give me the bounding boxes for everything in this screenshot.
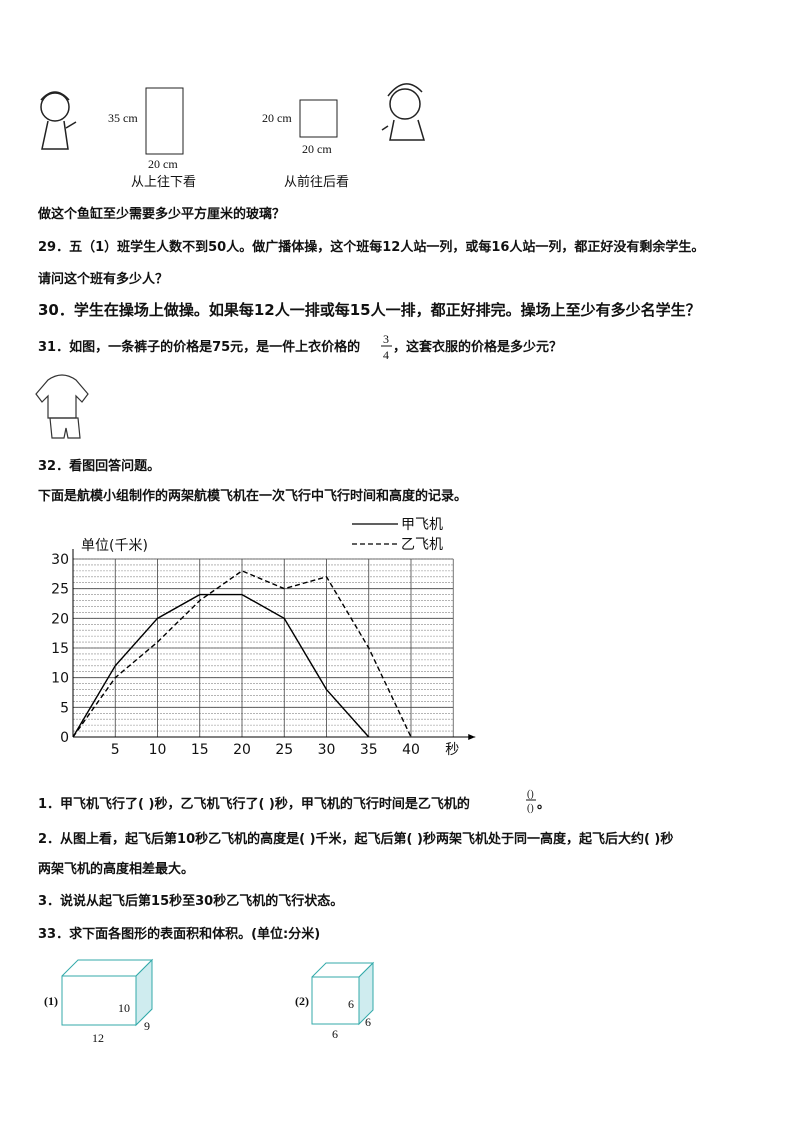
caption: 从前往后看 <box>284 174 349 190</box>
y-tick-label: 30 <box>51 552 69 568</box>
question: 33．求下面各图形的表面积和体积。(单位:分米) <box>38 926 320 942</box>
dimension: 12 <box>92 1031 104 1045</box>
x-tick-label: 5 <box>111 742 120 758</box>
question: 32．看图回答问题。 <box>38 458 160 474</box>
question: 请问这个班有多少人？ <box>38 271 168 287</box>
cube <box>311 961 375 1026</box>
x-tick-label: 20 <box>233 742 251 758</box>
rect-top-view <box>145 87 184 155</box>
question: 两架飞机的高度相差最大。 <box>38 861 194 877</box>
y-tick-label: 15 <box>51 641 69 657</box>
y-axis-label: 单位(千米) <box>81 538 148 554</box>
x-tick-label: 30 <box>318 742 336 758</box>
y-tick-label: 25 <box>51 582 69 598</box>
x-tick-label: 15 <box>191 742 209 758</box>
dimension: 6 <box>332 1027 338 1041</box>
y-tick-label: 0 <box>60 730 69 746</box>
question: 。 <box>537 797 550 812</box>
dimension: 6 <box>348 997 354 1011</box>
question: ，这套衣服的价格是多少元？ <box>393 339 562 355</box>
question: 30．学生在操场上做操。如果每12人一排或每15人一排，都正好排完。操场上至少有… <box>38 301 701 319</box>
clothes-icon <box>35 374 89 439</box>
series-line <box>72 593 370 738</box>
question: 3．说说从起飞后第15秒至30秒乙飞机的飞行状态。 <box>38 893 343 909</box>
figure-label: (2) <box>295 994 309 1008</box>
x-tick-label: 40 <box>402 742 420 758</box>
square-front-view <box>299 99 338 138</box>
question: 做这个鱼缸至少需要多少平方厘米的玻璃？ <box>37 206 285 222</box>
legend-label: 甲飞机 <box>401 517 443 533</box>
label: 20 cm <box>302 142 332 156</box>
dimension: 6 <box>365 1015 371 1029</box>
dimension: 10 <box>118 1001 130 1015</box>
series-line <box>72 570 412 738</box>
question: 29．五（1）班学生人数不到50人。做广播体操，这个班每12人站一列，或每16人… <box>38 239 704 255</box>
cuboid <box>61 958 154 1027</box>
legend-label: 乙飞机 <box>401 537 443 553</box>
boy-left <box>40 91 77 150</box>
x-tick-label: 25 <box>275 742 293 758</box>
label: 20 cm <box>148 157 178 171</box>
caption: 从上往下看 <box>131 174 196 190</box>
figure-label: (1) <box>44 994 58 1008</box>
y-tick-label: 5 <box>60 700 69 716</box>
question: 下面是航模小组制作的两架航模飞机在一次飞行中飞行时间和高度的记录。 <box>38 488 467 504</box>
fraction-num: () <box>527 789 534 800</box>
dimension: 9 <box>144 1019 150 1033</box>
fraction-den: 4 <box>383 348 389 362</box>
question: 1．甲飞机飞行了( )秒，乙飞机飞行了( )秒，甲飞机的飞行时间是乙飞机的 <box>38 796 470 812</box>
label: 35 cm <box>108 111 138 125</box>
question: 2．从图上看，起飞后第10秒乙飞机的高度是( )千米，起飞后第( )秒两架飞机处… <box>38 831 673 847</box>
x-tick-label: 35 <box>360 742 378 758</box>
question: 31．如图，一条裤子的价格是75元，是一件上衣价格的 <box>38 339 360 355</box>
x-tick-label: 10 <box>149 742 167 758</box>
boy-right <box>381 83 426 141</box>
y-tick-label: 20 <box>51 611 69 627</box>
x-axis-label: 秒 <box>445 742 459 758</box>
fraction-den: () <box>527 803 534 814</box>
x-arrow <box>468 734 476 740</box>
fraction-num: 3 <box>383 332 389 346</box>
label: 20 cm <box>262 111 292 125</box>
y-tick-label: 10 <box>51 671 69 687</box>
